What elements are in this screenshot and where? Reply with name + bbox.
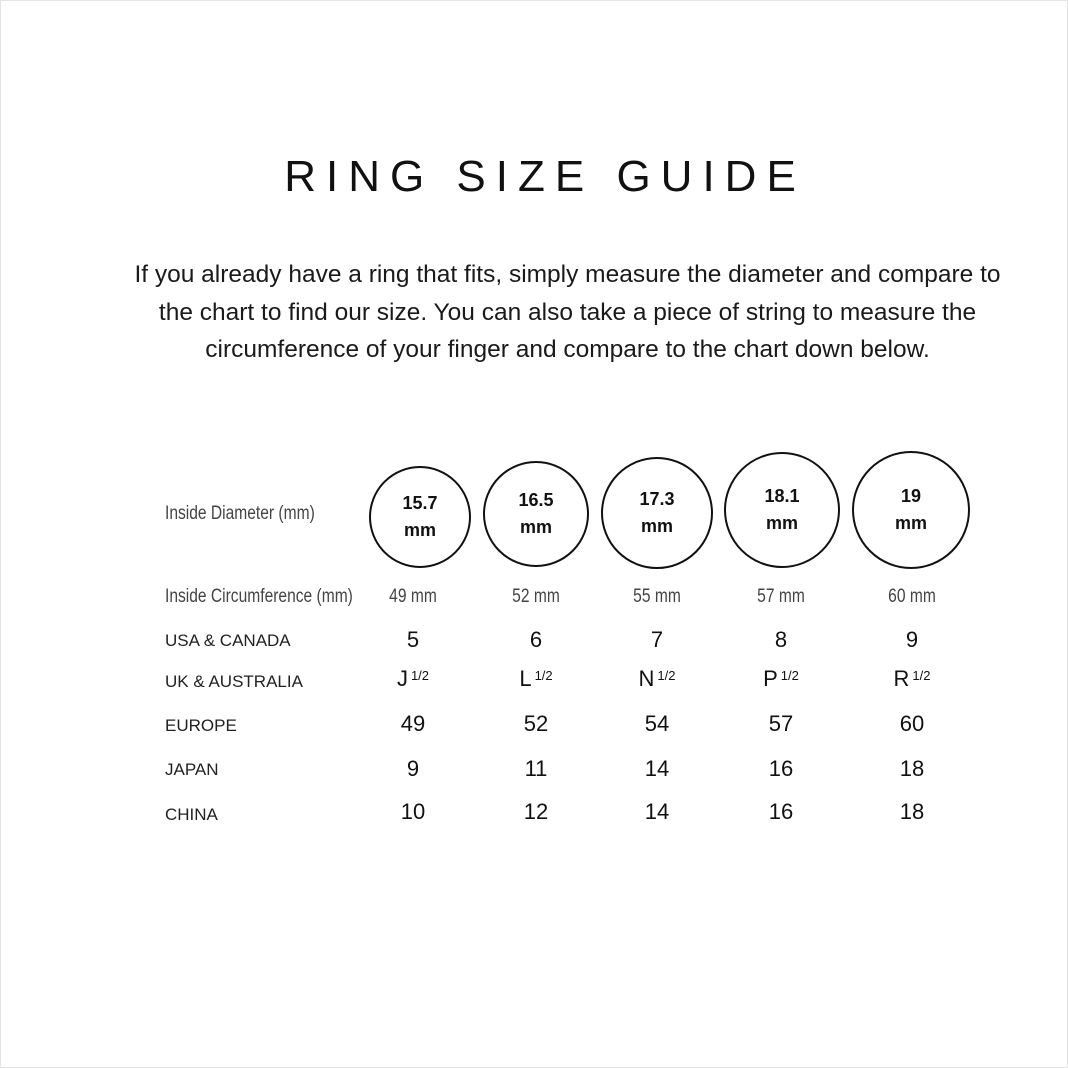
usa-cell: 9 (905, 627, 919, 652)
row-label-diameter: Inside Diameter (mm) (165, 503, 315, 524)
uk-half: 1/2 (534, 668, 553, 683)
circumference-cell: 57 mm (757, 586, 805, 607)
circumference-cell: 52 mm (512, 586, 560, 607)
diameter-unit: mm (403, 520, 436, 540)
usa-cell: 6 (529, 627, 543, 652)
page-title: RING SIZE GUIDE (284, 152, 806, 201)
uk-letter: P (763, 666, 778, 691)
uk-cell: N 1/2 (607, 666, 707, 692)
uk-cell: J 1/2 (363, 666, 463, 692)
europe-cell: 54 (644, 711, 670, 736)
diameter-value: 19 (900, 486, 922, 506)
diameter-value: 16.5 (518, 490, 554, 510)
uk-letter: N (638, 666, 655, 691)
diameter-value: 15.7 (402, 493, 438, 513)
japan-cell: 16 (768, 756, 794, 781)
europe-cell: 52 (523, 711, 549, 736)
uk-half: 1/2 (912, 668, 931, 683)
ring-diameter-circle: 19 mm (852, 451, 970, 569)
europe-cell: 57 (768, 711, 794, 736)
japan-cell: 11 (524, 756, 548, 781)
uk-letter: R (893, 666, 910, 691)
ring-diameter-circle: 17.3 mm (601, 457, 713, 569)
diameter-value: 17.3 (639, 489, 675, 509)
uk-cell: P 1/2 (731, 666, 831, 692)
row-label-uk: UK & AUSTRALIA (165, 672, 303, 691)
europe-cell: 60 (899, 711, 925, 736)
diameter-value: 18.1 (764, 486, 800, 506)
diameter-unit: mm (765, 513, 798, 533)
china-cell: 10 (400, 799, 426, 824)
china-cell: 16 (768, 799, 794, 824)
diameter-unit: mm (894, 513, 927, 533)
usa-cell: 7 (650, 627, 664, 652)
usa-cell: 5 (406, 627, 420, 652)
uk-cell: L 1/2 (486, 666, 586, 692)
ring-diameter-circle: 16.5 mm (483, 461, 589, 567)
japan-cell: 14 (644, 756, 670, 781)
row-label-europe: EUROPE (165, 716, 237, 735)
uk-cell: R 1/2 (862, 666, 962, 692)
circumference-cell: 49 mm (389, 586, 437, 607)
uk-letter: J (396, 666, 408, 691)
row-label-circumference: Inside Circumference (mm) (165, 586, 353, 607)
usa-cell: 8 (774, 627, 788, 652)
row-label-japan: JAPAN (165, 760, 219, 779)
europe-cell: 49 (400, 711, 426, 736)
row-label-china: CHINA (165, 805, 218, 824)
uk-half: 1/2 (657, 668, 676, 683)
china-cell: 14 (644, 799, 670, 824)
row-label-usa: USA & CANADA (165, 631, 291, 650)
uk-letter: L (519, 666, 532, 691)
intro-text: If you already have a ring that fits, si… (134, 261, 1001, 363)
china-cell: 18 (899, 799, 925, 824)
japan-cell: 18 (899, 756, 925, 781)
ring-diameter-circle: 15.7 mm (369, 466, 471, 568)
china-cell: 12 (523, 799, 549, 824)
uk-half: 1/2 (780, 668, 799, 683)
circumference-cell: 55 mm (633, 586, 681, 607)
diameter-unit: mm (519, 517, 552, 537)
uk-half: 1/2 (410, 668, 430, 683)
japan-cell: 9 (406, 756, 420, 781)
circumference-cell: 60 mm (888, 586, 936, 607)
diameter-unit: mm (640, 516, 673, 536)
ring-diameter-circle: 18.1 mm (724, 452, 840, 568)
